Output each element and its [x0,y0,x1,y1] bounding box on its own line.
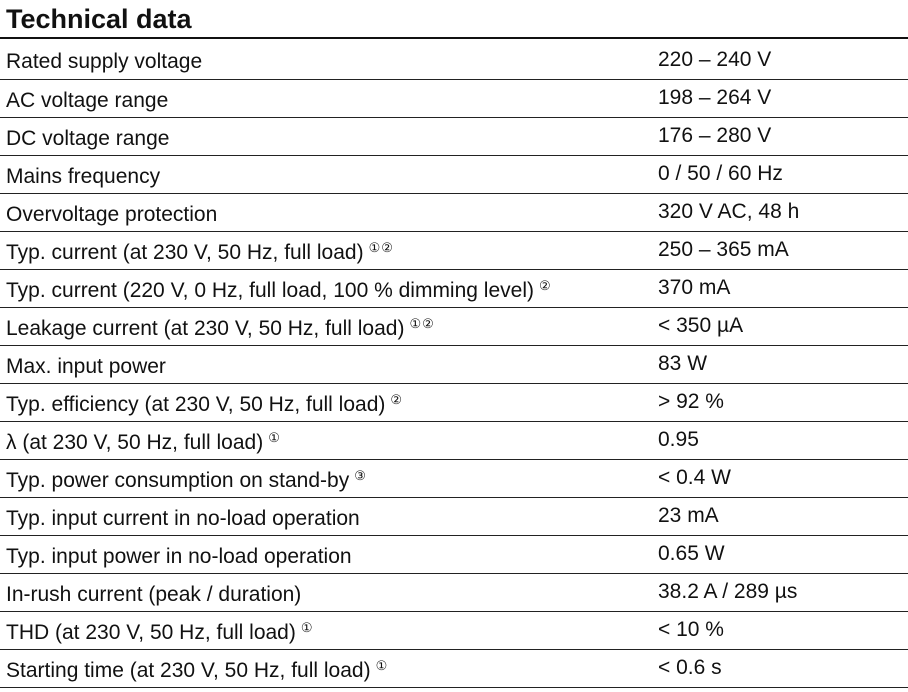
row-label-text: Mains frequency [6,164,161,188]
row-label: AC voltage range [0,79,652,118]
footnote-marker: ①② [368,239,394,255]
row-label-text: λ (at 230 V, 50 Hz, full load) [6,430,264,454]
row-label: Typ. input current in no-load operation [0,497,652,536]
table-row: Typ. input current in no-load operation … [0,497,908,536]
row-value: < 0.6 s [652,649,908,688]
row-label: Leakage current (at 230 V, 50 Hz, full l… [0,307,652,346]
table-row: AC voltage range 198 – 264 V [0,79,908,118]
row-value: 0 / 50 / 60 Hz [652,155,908,194]
table-row: Starting time (at 230 V, 50 Hz, full loa… [0,649,908,688]
table-row: Overvoltage protection 320 V AC, 48 h [0,193,908,232]
row-label-text: THD (at 230 V, 50 Hz, full load) [6,620,296,644]
row-label: Typ. power consumption on stand-by ③ [0,459,652,498]
technical-data-table: Rated supply voltage 220 – 240 V AC volt… [0,41,908,688]
row-label-text: Max. input power [6,354,166,378]
row-label: In-rush current (peak / duration) [0,573,652,612]
table-row: Max. input power 83 W [0,345,908,384]
table-row: Typ. input power in no-load operation 0.… [0,535,908,574]
row-label-text: AC voltage range [6,88,169,112]
table-row: Typ. efficiency (at 230 V, 50 Hz, full l… [0,383,908,422]
row-label: Rated supply voltage [0,41,652,80]
footnote-marker: ② [538,277,552,293]
row-label-text: Leakage current (at 230 V, 50 Hz, full l… [6,316,405,340]
table-row: Rated supply voltage 220 – 240 V [0,41,908,80]
table-row: In-rush current (peak / duration) 38.2 A… [0,573,908,612]
row-value: > 92 % [652,383,908,422]
table-row: Typ. current (220 V, 0 Hz, full load, 10… [0,269,908,308]
row-label: Typ. current (220 V, 0 Hz, full load, 10… [0,269,652,308]
footnote-marker: ① [300,619,314,635]
row-label-text: DC voltage range [6,126,170,150]
row-value: < 10 % [652,611,908,650]
row-label-text: Rated supply voltage [6,50,203,74]
title-divider [0,37,908,39]
row-label: THD (at 230 V, 50 Hz, full load) ① [0,611,652,650]
row-value: 23 mA [652,497,908,536]
row-label: Typ. input power in no-load operation [0,535,652,574]
table-row: Typ. current (at 230 V, 50 Hz, full load… [0,231,908,270]
row-label: Typ. current (at 230 V, 50 Hz, full load… [0,231,652,270]
table-row: Typ. power consumption on stand-by ③ < 0.… [0,459,908,498]
row-value: 0.65 W [652,535,908,574]
footnote-marker: ③ [354,467,367,483]
row-label-text: Typ. input power in no-load operation [6,544,352,568]
row-label-text: Starting time (at 230 V, 50 Hz, full loa… [6,658,371,682]
table-row: THD (at 230 V, 50 Hz, full load) ① < 10 % [0,611,908,650]
row-value: 0.95 [652,421,908,460]
row-label-text: Typ. efficiency (at 230 V, 50 Hz, full l… [6,392,386,416]
row-label: Mains frequency [0,155,652,194]
row-label-text: Typ. current (at 230 V, 50 Hz, full load… [6,240,364,264]
row-value: 370 mA [652,269,908,308]
row-value: 320 V AC, 48 h [652,193,908,232]
row-label-text: Typ. input current in no-load operation [6,506,360,530]
row-value: 250 – 365 mA [652,231,908,270]
row-value: < 0.4 W [652,459,908,498]
footnote-marker: ② [390,391,404,407]
row-label: Typ. efficiency (at 230 V, 50 Hz, full l… [0,383,652,422]
page-title: Technical data [6,4,192,34]
row-label-text: In-rush current (peak / duration) [6,582,302,606]
row-value: 176 – 280 V [652,117,908,156]
row-label: Max. input power [0,345,652,384]
footnote-marker: ① [268,429,281,445]
table-row: λ (at 230 V, 50 Hz, full load) ① 0.95 [0,421,908,460]
row-label-text: Typ. current (220 V, 0 Hz, full load, 10… [6,278,534,302]
table-row: Mains frequency 0 / 50 / 60 Hz [0,155,908,194]
row-label: Starting time (at 230 V, 50 Hz, full loa… [0,649,652,688]
row-value: 198 – 264 V [652,79,908,118]
row-label: Overvoltage protection [0,193,652,232]
row-value: 220 – 240 V [652,41,908,80]
table-row: DC voltage range 176 – 280 V [0,117,908,156]
footnote-marker: ① [375,657,389,673]
row-value: < 350 µA [652,307,908,346]
row-value: 38.2 A / 289 µs [652,573,908,612]
row-label-text: Typ. power consumption on stand-by [6,468,350,492]
row-label: DC voltage range [0,117,652,156]
table-row: Leakage current (at 230 V, 50 Hz, full l… [0,307,908,346]
footnote-marker: ①② [409,315,435,331]
row-label-text: Overvoltage protection [6,202,218,226]
row-value: 83 W [652,345,908,384]
row-label: λ (at 230 V, 50 Hz, full load) ① [0,421,652,460]
